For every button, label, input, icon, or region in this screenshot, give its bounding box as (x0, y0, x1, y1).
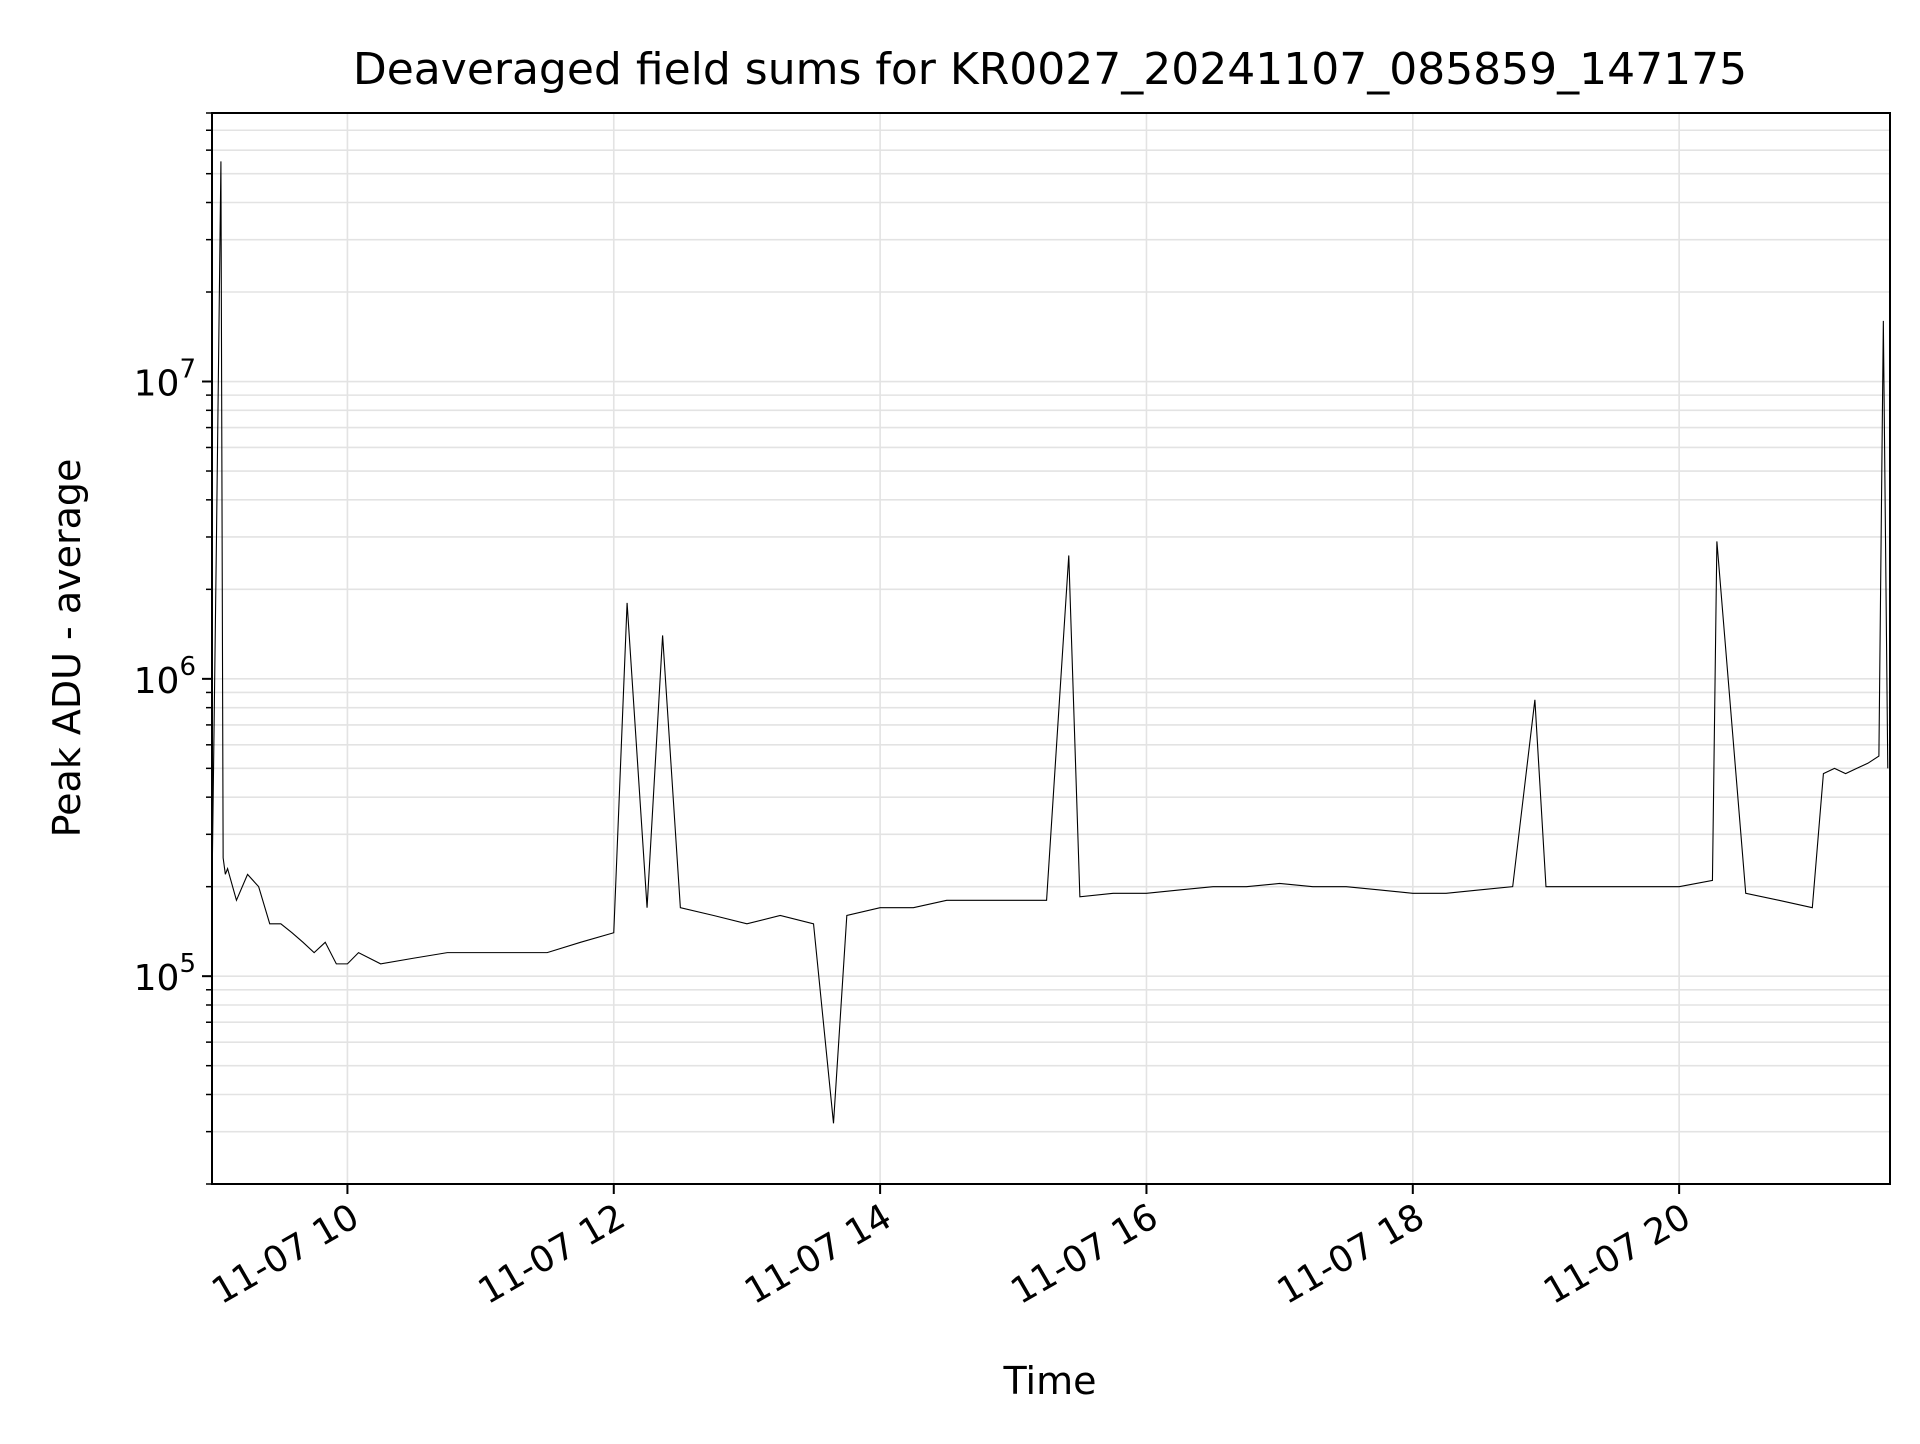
x-axis-label: Time (1003, 1359, 1097, 1403)
plot-area-frame (211, 112, 1891, 1185)
y-tick-label: 107 (134, 355, 196, 405)
series-layer (211, 161, 1889, 1124)
y-axis-ticks: 105 106 107 (134, 112, 212, 1185)
series-line (211, 161, 1889, 1124)
y-axis-label: Peak ADU - average (45, 459, 89, 838)
y-tick-label: 105 (134, 949, 196, 999)
chart-title: Deaveraged field sums for KR0027_2024110… (353, 44, 1747, 95)
y-tick-label: 106 (134, 652, 196, 702)
